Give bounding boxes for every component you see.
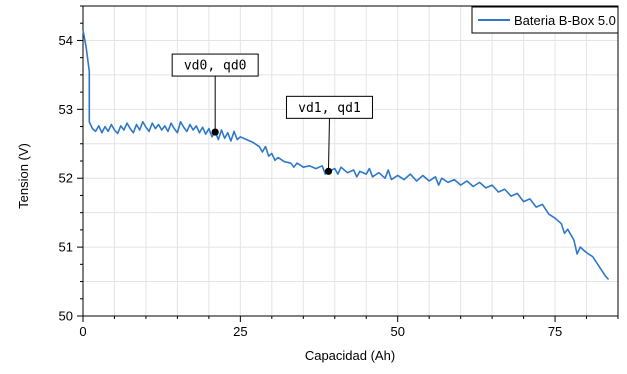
legend-label: Bateria B-Box 5.0 [514,13,616,28]
grid [83,6,618,316]
annotation-point [211,128,219,136]
y-tick-label: 51 [59,240,73,255]
x-tick-label: 25 [233,324,247,339]
y-tick-label: 52 [59,171,73,186]
annotations-layer: vd0, qd0 vd1, qd1 [171,53,373,175]
x-tick-label: 50 [390,324,404,339]
series-line-0 [82,29,610,281]
annotation-box [285,95,373,119]
x-axis-label: Capacidad (Ah) [305,348,395,363]
x-tick-label: 0 [79,324,86,339]
annotation-box [171,53,259,77]
y-tick-label: 53 [59,102,73,117]
x-tick-label: 75 [548,324,562,339]
annotation-leader [327,118,330,172]
legend: Bateria B-Box 5.0 [471,6,619,34]
y-tick-label: 50 [59,309,73,324]
annotation-point [324,167,333,175]
annotation-label: vd0, qd0 [184,59,247,74]
axes: 0 25 50 75 50 51 52 53 54 [59,5,619,339]
y-axis-label: Tension (V) [16,143,31,209]
annotation-label: vd1, qd1 [298,101,361,116]
y-tick-label: 54 [59,33,73,48]
series-layer [82,29,610,281]
